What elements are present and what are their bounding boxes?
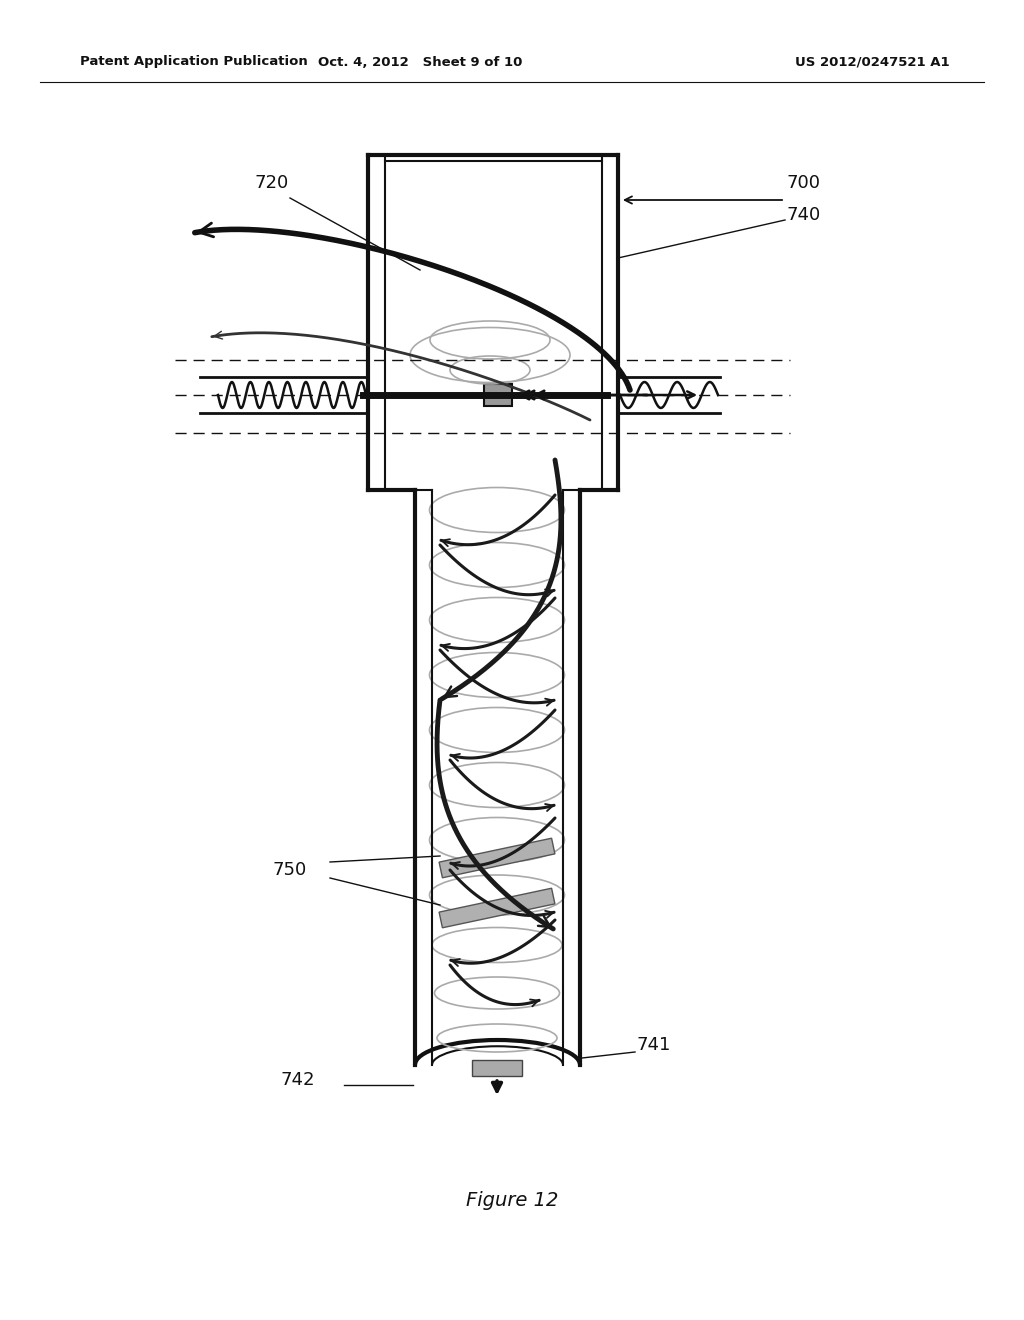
Text: US 2012/0247521 A1: US 2012/0247521 A1 — [796, 55, 950, 69]
Bar — [472, 1060, 522, 1076]
Text: Figure 12: Figure 12 — [466, 1191, 558, 1209]
Text: 742: 742 — [280, 1071, 314, 1089]
Bar — [483, 384, 512, 407]
Text: 741: 741 — [637, 1036, 672, 1053]
Bar — [439, 888, 555, 928]
Text: 740: 740 — [786, 206, 820, 224]
Text: Patent Application Publication: Patent Application Publication — [80, 55, 308, 69]
Bar — [439, 838, 555, 878]
Text: 700: 700 — [786, 174, 820, 191]
Text: Oct. 4, 2012   Sheet 9 of 10: Oct. 4, 2012 Sheet 9 of 10 — [317, 55, 522, 69]
Text: 750: 750 — [273, 861, 307, 879]
Text: 720: 720 — [255, 174, 289, 191]
